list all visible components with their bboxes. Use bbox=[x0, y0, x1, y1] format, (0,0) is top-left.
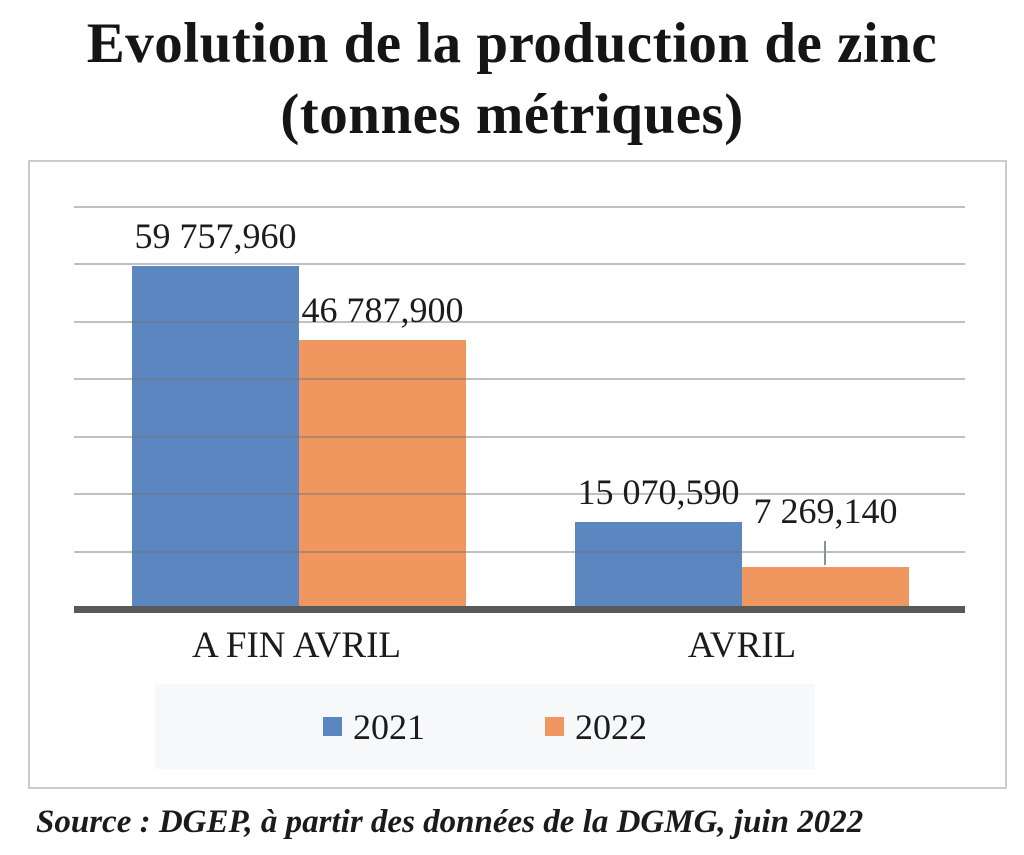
legend-label-2021: 2021 bbox=[353, 706, 425, 747]
x-axis-line bbox=[74, 606, 965, 613]
legend-item-2021: 2021 bbox=[323, 706, 425, 748]
gridline bbox=[74, 435, 965, 438]
bar-2021-avril bbox=[575, 522, 742, 609]
bar-2021-a-fin-avril bbox=[132, 265, 299, 609]
gridline bbox=[74, 550, 965, 553]
legend: 2021 2022 bbox=[155, 684, 815, 769]
category-label-avril: AVRIL bbox=[687, 625, 797, 666]
legend-label-2022: 2022 bbox=[575, 706, 647, 747]
gridline bbox=[74, 263, 965, 266]
gridline bbox=[74, 206, 965, 208]
gridline bbox=[74, 378, 965, 381]
data-label-leader-line bbox=[824, 541, 826, 566]
data-label-2022-a-fin-avril: 46 787,900 bbox=[301, 290, 464, 331]
data-label-2022-avril: 7 269,140 bbox=[753, 491, 898, 532]
gridline bbox=[74, 320, 965, 323]
plot-area: 59 757,960 46 787,900 15 070,590 7 269,1… bbox=[74, 162, 965, 609]
bar-2022-a-fin-avril bbox=[299, 340, 466, 609]
data-label-2021-avril: 15 070,590 bbox=[577, 472, 740, 513]
category-label-a-fin-avril: A FIN AVRIL bbox=[191, 625, 402, 666]
source-caption: Source : DGEP, à partir des données de l… bbox=[36, 804, 864, 840]
chart-title-line1: Evolution de la production de zinc bbox=[86, 12, 938, 75]
legend-swatch-2022 bbox=[545, 717, 564, 736]
chart-frame: 59 757,960 46 787,900 15 070,590 7 269,1… bbox=[28, 160, 1007, 789]
chart-title: Evolution de la production de zinc (tonn… bbox=[0, 8, 1024, 150]
gridline bbox=[74, 493, 965, 496]
bar-2022-avril bbox=[742, 567, 909, 609]
legend-item-2022: 2022 bbox=[545, 706, 647, 748]
legend-swatch-2021 bbox=[323, 717, 342, 736]
chart-title-line2: (tonnes métriques) bbox=[280, 83, 744, 146]
data-label-2021-a-fin-avril: 59 757,960 bbox=[134, 215, 297, 256]
